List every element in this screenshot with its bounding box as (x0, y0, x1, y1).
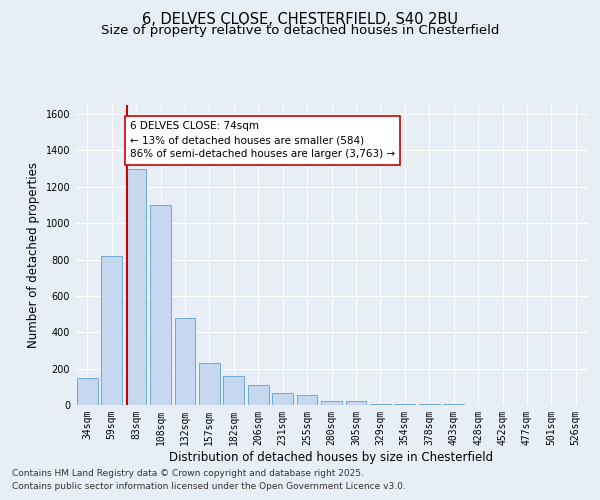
Bar (296, 395, 317, 405)
Bar (150, 205, 171, 405)
Bar (77, 378, 98, 405)
Bar (394, 404, 415, 405)
Text: Contains public sector information licensed under the Open Government Licence v3: Contains public sector information licen… (12, 482, 406, 491)
X-axis label: Distribution of detached houses by size in Chesterfield: Distribution of detached houses by size … (169, 450, 494, 464)
Bar (248, 385, 269, 405)
Bar (419, 404, 440, 405)
Bar (125, 168, 146, 405)
Bar (346, 402, 367, 405)
Text: 6 DELVES CLOSE: 74sqm
← 13% of detached houses are smaller (584)
86% of semi-det: 6 DELVES CLOSE: 74sqm ← 13% of detached … (130, 122, 395, 160)
Text: 6, DELVES CLOSE, CHESTERFIELD, S40 2BU: 6, DELVES CLOSE, CHESTERFIELD, S40 2BU (142, 12, 458, 28)
Text: Size of property relative to detached houses in Chesterfield: Size of property relative to detached ho… (101, 24, 499, 37)
Bar (443, 404, 464, 405)
Bar (223, 376, 244, 405)
Bar (272, 393, 293, 405)
Bar (199, 363, 220, 405)
Bar (370, 404, 391, 405)
Bar (321, 402, 342, 405)
Bar (175, 318, 196, 405)
Text: Contains HM Land Registry data © Crown copyright and database right 2025.: Contains HM Land Registry data © Crown c… (12, 468, 364, 477)
Y-axis label: Number of detached properties: Number of detached properties (27, 162, 40, 348)
Bar (101, 256, 122, 405)
